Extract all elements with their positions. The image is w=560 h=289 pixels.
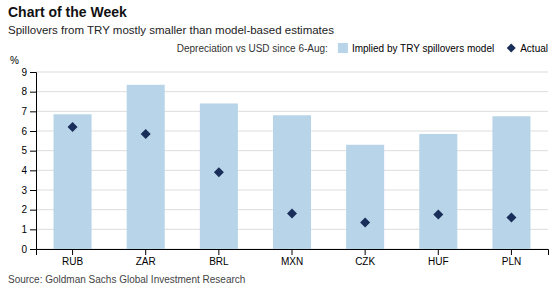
- y-tick: 1: [21, 224, 36, 235]
- point: [506, 213, 516, 223]
- x-tick-mark: [365, 249, 366, 255]
- bar: [127, 85, 165, 249]
- point-series: [68, 122, 517, 227]
- bar: [200, 103, 238, 249]
- y-tick-label: 9: [21, 67, 27, 78]
- point: [68, 122, 78, 132]
- title: Chart of the Week: [8, 4, 127, 20]
- bar-series: [54, 85, 531, 249]
- y-tick: 8: [21, 86, 36, 97]
- legend-label: Actual: [520, 43, 548, 54]
- legend-swatch: [338, 43, 348, 53]
- y-tick-mark: [30, 151, 36, 152]
- y-tick-mark: [30, 190, 36, 191]
- y-tick-label: 0: [21, 244, 27, 255]
- grid-line: [36, 72, 548, 73]
- y-tick: 6: [21, 126, 36, 137]
- y-tick-mark: [30, 92, 36, 93]
- point: [360, 217, 370, 227]
- y-tick: 9: [21, 67, 36, 78]
- x-tick: MXN: [281, 249, 303, 267]
- y-tick-mark: [30, 229, 36, 230]
- x-tick: ZAR: [136, 249, 156, 267]
- x-tick: BRL: [209, 249, 229, 267]
- legend-title: Depreciation vs USD since 6-Aug:: [177, 43, 328, 54]
- legend-label: Implied by TRY spillovers model: [352, 43, 494, 54]
- bar: [54, 114, 92, 249]
- x-tick: HUF: [428, 249, 449, 267]
- bar: [419, 134, 457, 249]
- x-tick: CZK: [355, 249, 375, 267]
- x-tick: RUB: [62, 249, 83, 267]
- grid: [36, 72, 548, 249]
- y-tick-mark: [30, 210, 36, 211]
- point: [433, 210, 443, 220]
- y-tick-mark: [30, 170, 36, 171]
- subtitle: Spillovers from TRY mostly smaller than …: [8, 24, 334, 36]
- chart: Chart of the Week Spillovers from TRY mos…: [0, 0, 560, 289]
- x-axis-line: [37, 250, 549, 256]
- y-tick: 0: [21, 244, 36, 255]
- bar: [346, 145, 384, 249]
- legend-item: Actual: [507, 43, 548, 54]
- y-tick-label: 6: [21, 126, 27, 137]
- x-tick-label: BRL: [209, 256, 229, 267]
- point: [141, 129, 151, 139]
- legend: Depreciation vs USD since 6-Aug: Implied …: [177, 43, 548, 54]
- y-tick: 5: [21, 145, 36, 156]
- y-tick-mark: [30, 131, 36, 132]
- legend-swatch: [507, 44, 516, 53]
- marks: [54, 85, 531, 249]
- x-tick-mark: [218, 249, 219, 255]
- x-tick-mark: [511, 249, 512, 255]
- y-tick-mark: [30, 249, 36, 250]
- x-tick-mark: [72, 249, 73, 255]
- y-tick: 3: [21, 185, 36, 196]
- x-tick: PLN: [502, 249, 521, 267]
- x-tick-label: MXN: [281, 256, 303, 267]
- point: [214, 167, 224, 177]
- y-tick-mark: [30, 72, 36, 73]
- y-tick: 7: [21, 106, 36, 117]
- y-tick-label: 8: [21, 86, 27, 97]
- y-tick: 4: [21, 165, 36, 176]
- y-axis: 0 1 2 3 4 5 6 7 8 9: [21, 67, 36, 255]
- x-tick-label: PLN: [502, 256, 521, 267]
- x-tick-label: ZAR: [136, 256, 156, 267]
- y-tick: 2: [21, 204, 36, 215]
- y-tick-label: 7: [21, 106, 27, 117]
- grid-line: [36, 111, 548, 112]
- y-axis-line: [30, 73, 37, 250]
- x-tick-mark: [145, 249, 146, 255]
- y-tick-mark: [30, 111, 36, 112]
- point: [287, 209, 297, 219]
- y-tick-label: 5: [21, 145, 27, 156]
- x-tick-label: CZK: [355, 256, 375, 267]
- y-axis-title: %: [10, 55, 19, 66]
- legend-item: Implied by TRY spillovers model: [338, 43, 494, 54]
- y-tick-label: 4: [21, 165, 27, 176]
- x-tick-label: RUB: [62, 256, 83, 267]
- x-tick-mark: [292, 249, 293, 255]
- x-tick-label: HUF: [428, 256, 449, 267]
- bar: [492, 116, 530, 249]
- x-axis: RUB ZAR BRL MXN CZK HUF PLN: [37, 249, 549, 267]
- grid-line: [36, 91, 548, 92]
- plot: 0 1 2 3 4 5 6 7 8 9 RUB ZAR BRL MXN CZK HUF PLN: [21, 67, 548, 267]
- x-tick-mark: [438, 249, 439, 255]
- y-tick-label: 3: [21, 185, 27, 196]
- y-tick-label: 1: [21, 224, 27, 235]
- bar: [273, 115, 311, 249]
- source: Source: Goldman Sachs Global Investment …: [8, 274, 245, 285]
- y-tick-label: 2: [21, 204, 27, 215]
